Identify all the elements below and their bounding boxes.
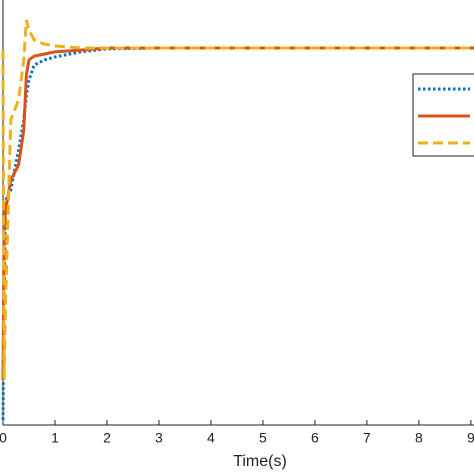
series-line (1, 46, 474, 380)
series-line (1, 46, 474, 420)
x-tick-label: 3 (155, 430, 163, 446)
x-tick-label: 6 (311, 430, 319, 446)
x-tick-label: 7 (363, 430, 371, 446)
x-tick-label: 9 (467, 430, 474, 446)
series-line (1, 19, 474, 380)
x-tick-label: 1 (51, 430, 59, 446)
x-tick-label: 4 (207, 430, 215, 446)
x-axis-label: Time(s) (233, 453, 287, 470)
x-tick-label: 5 (259, 430, 267, 446)
x-tick-label: 2 (103, 430, 111, 446)
x-tick-label: 8 (415, 430, 423, 446)
x-tick-label: 0 (0, 430, 7, 446)
